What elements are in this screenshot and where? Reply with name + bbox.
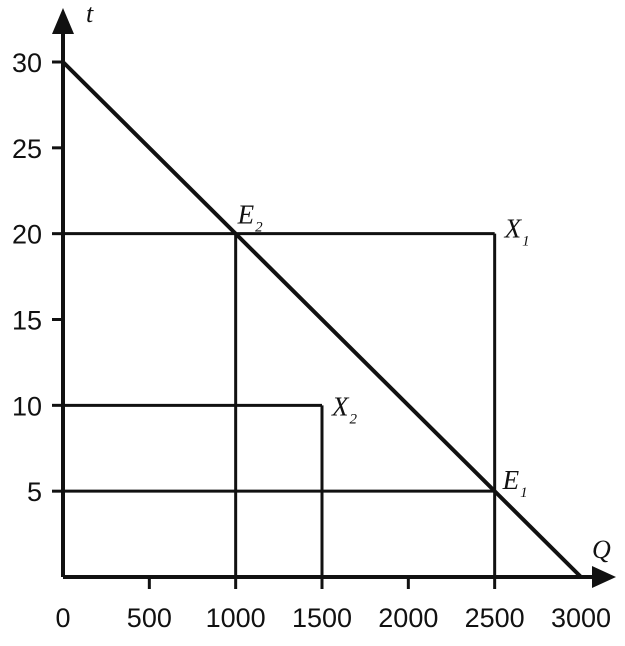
- series-line: [61, 60, 583, 579]
- series-lines: [61, 60, 583, 579]
- point-label: E2: [237, 200, 264, 236]
- x-tick-label: 1500: [292, 603, 352, 633]
- point-label: X1: [504, 214, 530, 250]
- y-tick-label: 10: [12, 391, 42, 421]
- point-labels: E2 E1 X1 X2: [237, 200, 530, 501]
- x-tick-label: 500: [127, 603, 172, 633]
- axes: Q t: [52, 0, 616, 588]
- point-label: X2: [331, 391, 358, 427]
- y-axis-arrowhead: [52, 8, 74, 34]
- y-tick-label: 15: [12, 306, 42, 336]
- y-tick-label: 25: [12, 134, 42, 164]
- point-label: E1: [502, 465, 528, 501]
- x-ticks: 0 500 1000 1500 2000 2500 3000: [55, 577, 611, 633]
- y-ticks: 5 10 15 20 25 30: [12, 48, 63, 507]
- x-axis-arrowhead: [592, 566, 616, 588]
- x-axis-label: Q: [592, 535, 611, 564]
- x-tick-label: 1000: [206, 603, 266, 633]
- x-tick-label: 0: [55, 603, 70, 633]
- y-tick-label: 5: [27, 477, 42, 507]
- y-tick-label: 20: [12, 220, 42, 250]
- x-tick-label: 2500: [465, 603, 525, 633]
- y-axis-label: t: [86, 0, 94, 28]
- guide-lines: [63, 232, 497, 577]
- y-tick-label: 30: [12, 48, 42, 78]
- x-tick-label: 2000: [378, 603, 438, 633]
- x-tick-label: 3000: [551, 603, 611, 633]
